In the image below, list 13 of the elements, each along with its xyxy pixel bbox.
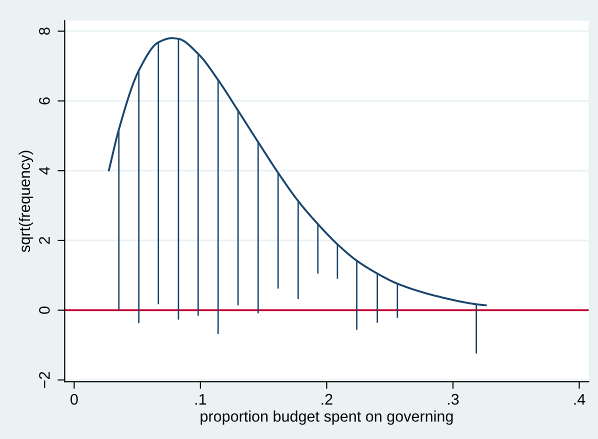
x-axis-title: proportion budget spent on governing <box>200 410 453 425</box>
y-tick-label: 6 <box>39 97 50 104</box>
x-tick-label: .3 <box>448 394 459 405</box>
x-tick-label: .1 <box>195 394 206 405</box>
y-tick-label: 8 <box>39 28 50 35</box>
y-tick-label: −2 <box>39 372 50 388</box>
y-tick-label: 2 <box>39 236 50 244</box>
x-tick-label: .4 <box>574 394 586 405</box>
x-tick-label: 0 <box>70 394 78 405</box>
y-tick-label: 4 <box>39 166 50 175</box>
y-axis-title: sqrt(frequency) <box>18 150 34 252</box>
y-tick-label: 0 <box>39 306 50 314</box>
x-tick-label: .2 <box>322 394 332 405</box>
